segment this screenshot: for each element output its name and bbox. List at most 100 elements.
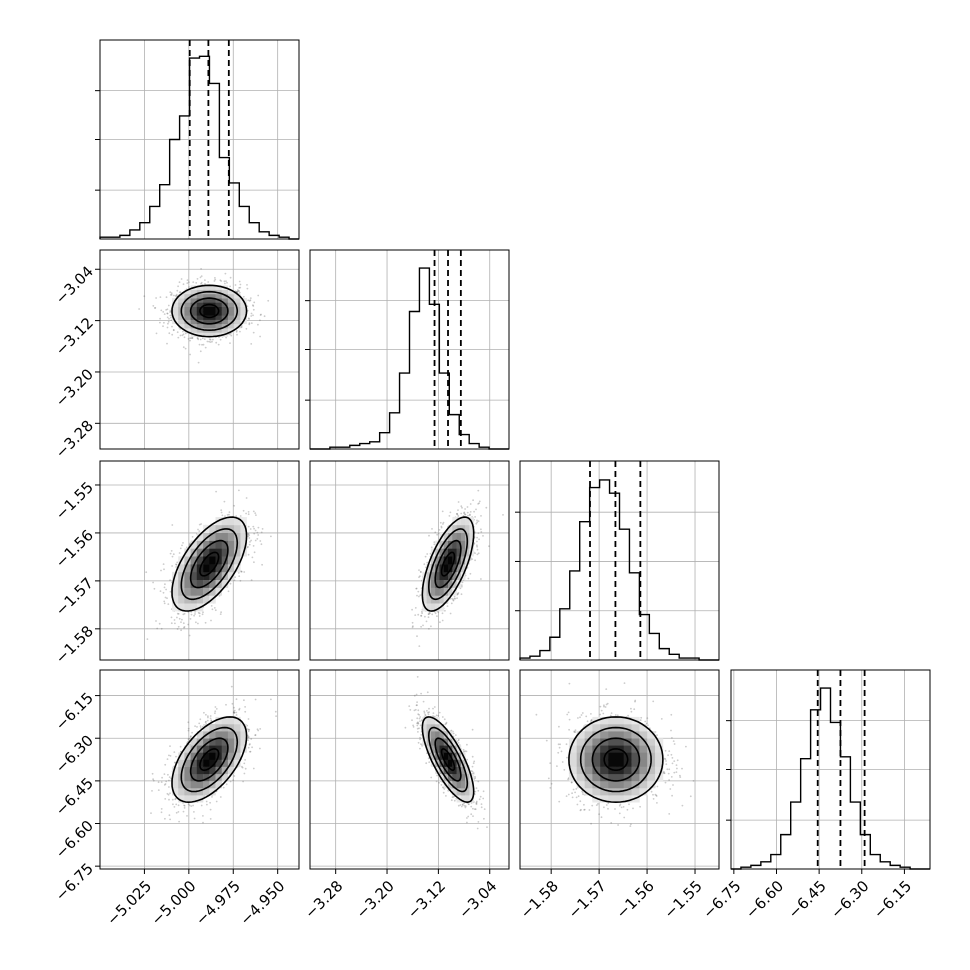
scatter-point: [210, 619, 212, 622]
density-cell: [460, 517, 466, 526]
scatter-point: [427, 613, 430, 615]
grid: [100, 40, 299, 239]
density-cell: [209, 532, 216, 541]
scatter-point: [162, 325, 164, 328]
density-cell: [178, 595, 185, 604]
scatter-point: [255, 514, 257, 516]
density-cell: [439, 595, 445, 604]
scatter-point: [168, 332, 171, 335]
scatter-point: [439, 521, 442, 524]
density-cell: [443, 556, 449, 565]
density-cell: [190, 579, 198, 588]
scatter-point: [419, 594, 422, 596]
scatter-point: [176, 561, 179, 564]
scatter-point: [253, 561, 255, 564]
scatter-point: [215, 800, 218, 803]
scatter-point: [418, 595, 420, 598]
scatter-point: [204, 283, 206, 285]
scatter-point: [460, 505, 463, 508]
scatter-point: [237, 290, 240, 292]
scatter-point: [224, 272, 227, 275]
scatter-point: [436, 533, 439, 536]
density-cell: [227, 548, 235, 557]
density-cell: [221, 306, 229, 312]
scatter-point: [485, 506, 488, 509]
density-cell: [456, 548, 462, 557]
scatter-point: [257, 323, 259, 326]
density-cell: [209, 332, 216, 337]
scatter-point: [176, 612, 179, 615]
panel-frame: [309, 249, 510, 450]
density-cell: [240, 311, 247, 316]
scatter-point: [186, 279, 189, 281]
density-cell: [184, 564, 191, 573]
scatter-point: [220, 511, 223, 514]
density-cell: [203, 323, 210, 329]
scatter-point: [238, 291, 241, 294]
density-cell: [227, 524, 235, 533]
scatter-point: [166, 312, 169, 315]
scatter-point: [206, 340, 209, 343]
scatter-point: [209, 338, 212, 341]
scatter-point: [254, 512, 257, 514]
scatter-point: [233, 712, 236, 714]
scatter-point: [249, 297, 252, 299]
density-cell: [203, 564, 210, 573]
scatter-point: [225, 280, 227, 282]
density-cell: [443, 532, 449, 541]
scatter-point: [152, 581, 155, 584]
scatter-point: [244, 767, 247, 770]
scatter-point: [171, 333, 174, 336]
scatter-point: [163, 600, 166, 603]
density-cell: [190, 289, 198, 295]
density-cell: [190, 323, 198, 329]
scatter-point: [453, 597, 456, 600]
scatter-point: [474, 559, 476, 562]
density-cell: [234, 556, 241, 565]
density-cell: [430, 564, 436, 573]
density-cell: [209, 323, 216, 329]
density-cell: [452, 540, 457, 549]
scatter-point: [476, 519, 478, 522]
density-cell: [227, 311, 235, 316]
density-cell: [215, 540, 222, 549]
density-cell: [178, 571, 185, 580]
density-cell: [234, 315, 241, 320]
scatter-point: [247, 525, 250, 528]
scatter-point: [206, 803, 208, 806]
scatter-point: [215, 341, 218, 344]
panel-content: [100, 461, 299, 660]
scatter-point: [452, 599, 455, 602]
scatter-point: [197, 622, 199, 625]
scatter-point: [247, 533, 249, 535]
scatter-point: [420, 571, 422, 573]
scatter-point: [153, 587, 156, 590]
density-cell: [184, 311, 191, 316]
density-cell: [196, 332, 204, 337]
density-cell: [465, 556, 470, 565]
scatter-point: [474, 516, 476, 518]
density-cell: [227, 564, 235, 573]
scatter-point: [157, 789, 160, 791]
scatter-point: [226, 281, 228, 284]
scatter-point: [256, 531, 259, 534]
scatter-point: [480, 528, 482, 531]
scatter-point: [411, 621, 414, 624]
scatter-point: [220, 280, 223, 282]
scatter-point: [233, 504, 236, 507]
density-cell: [184, 571, 191, 580]
scatter-point: [167, 322, 169, 325]
scatter-point: [434, 612, 437, 615]
scatter-point: [197, 337, 199, 340]
density-cell: [184, 302, 191, 307]
contour-line: [171, 516, 248, 612]
density-cell: [227, 571, 235, 580]
scatter-point: [441, 619, 444, 622]
density-cell: [221, 517, 229, 526]
scatter-point: [425, 620, 428, 623]
scatter-point: [238, 708, 241, 711]
scatter-point: [237, 572, 240, 574]
density-cell: [221, 579, 229, 588]
density-cell: [465, 524, 470, 533]
histogram-panel: [305, 249, 510, 450]
